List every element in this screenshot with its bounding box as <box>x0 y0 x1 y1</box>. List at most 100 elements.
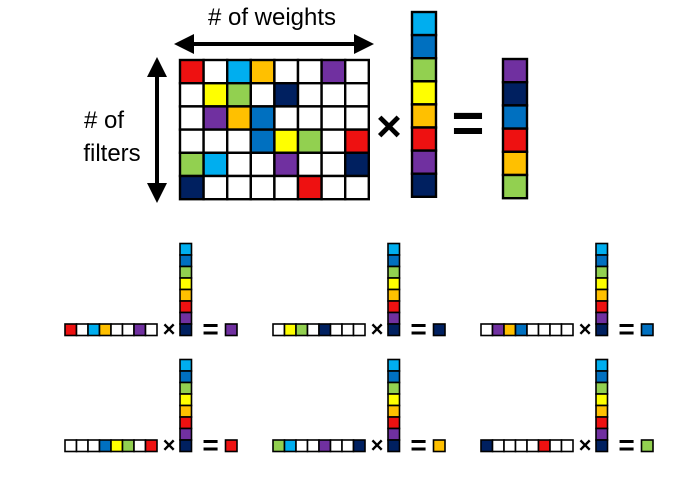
input-vector-cell <box>387 358 401 372</box>
filter-row-cell <box>503 323 517 337</box>
matrix-cell <box>178 105 205 131</box>
matrix-cell <box>273 128 300 155</box>
filter-row-cell <box>295 439 309 453</box>
filter-row-cell <box>526 439 540 453</box>
input-vector-cell <box>387 439 401 453</box>
filter-row-cell <box>352 323 366 337</box>
filter-row-cell <box>318 323 332 337</box>
matrix-cell <box>296 128 323 155</box>
input-vector-cell <box>595 300 609 314</box>
input-vector-cell <box>179 242 193 256</box>
output-vector-cell <box>501 80 529 107</box>
filter-product-panel: × = <box>480 242 654 345</box>
filter-row-cell <box>537 323 551 337</box>
matrix-cell <box>249 58 276 85</box>
input-vector-cell <box>410 149 438 175</box>
filter-row-cell <box>491 439 505 453</box>
equals-operator: = <box>452 91 485 154</box>
matrix-cell <box>296 58 323 85</box>
input-vector-cell <box>595 358 609 372</box>
filter-row-cell <box>329 323 343 337</box>
filter-row-cell <box>64 439 78 453</box>
filter-product-panel: × = <box>64 242 238 345</box>
input-vector-cell <box>179 404 193 418</box>
matrix-cell <box>202 58 229 85</box>
input-vector-cell <box>595 381 609 395</box>
filter-row-cell <box>144 323 158 337</box>
matrix-cell <box>178 128 205 155</box>
times-operator: × <box>163 433 176 458</box>
times-operator: × <box>371 433 384 458</box>
filter-row-cell <box>306 323 320 337</box>
matrix-cell <box>225 151 252 178</box>
input-vector-cell <box>387 416 401 430</box>
filter-row-cell <box>283 439 297 453</box>
input-vector-cell <box>410 126 438 152</box>
equals-operator: = <box>202 430 218 461</box>
input-vector-cell <box>179 393 193 407</box>
matrix-cell <box>225 174 252 201</box>
filter-row-cell <box>110 439 124 453</box>
filter-product-panel: × = <box>272 358 446 461</box>
filters-label-line2: filters <box>83 140 140 167</box>
input-vector-cell <box>387 265 401 279</box>
input-vector-cell <box>595 370 609 384</box>
input-vector-cell <box>595 254 609 268</box>
output-cell <box>640 439 654 453</box>
matrix-cell <box>225 128 252 155</box>
filter-product-panel: × = <box>480 358 654 461</box>
filter-row-cell <box>98 439 112 453</box>
filter-row-cell <box>306 439 320 453</box>
matrix-cell <box>344 81 371 108</box>
per-filter-products: × = × = × =× = × = × = <box>64 242 654 461</box>
matrix-cell <box>249 105 276 131</box>
filter-row-cell <box>75 439 89 453</box>
input-vector-cell <box>595 288 609 302</box>
matrix-cell <box>249 174 276 201</box>
input-vector-cell <box>179 358 193 372</box>
filter-row-cell <box>329 439 343 453</box>
matrix-cell <box>296 81 323 108</box>
input-vector-cell <box>387 370 401 384</box>
input-vector-cell <box>387 311 401 325</box>
output-vector-cell <box>501 57 529 84</box>
equals-operator: = <box>410 314 426 345</box>
matrix-cell <box>273 151 300 178</box>
filter-row-cell <box>514 439 528 453</box>
output-vector-cell <box>501 127 529 154</box>
input-vector-cell <box>387 404 401 418</box>
input-vector-cell <box>595 277 609 291</box>
weight-matrix <box>178 58 371 201</box>
input-vector-cell <box>179 300 193 314</box>
input-vector-cell <box>387 277 401 291</box>
output-cell <box>224 439 238 453</box>
input-vector-cell <box>595 393 609 407</box>
output-cell <box>432 323 446 337</box>
input-vector-cell <box>595 427 609 441</box>
input-vector-cell <box>387 288 401 302</box>
matrix-cell <box>320 58 347 85</box>
times-operator: × <box>579 433 592 458</box>
output-cell <box>640 323 654 337</box>
filter-row-cell <box>295 323 309 337</box>
input-vector-cell <box>179 265 193 279</box>
matrix-cell <box>225 81 252 108</box>
input-vector-cell <box>595 404 609 418</box>
input-vector <box>410 10 438 198</box>
filter-row-cell <box>514 323 528 337</box>
output-vector-cell <box>501 173 529 200</box>
output-vector-cell <box>501 104 529 130</box>
equals-operator: = <box>202 314 218 345</box>
filter-row-cell <box>549 439 563 453</box>
filter-row-cell <box>341 323 355 337</box>
filter-row-cell <box>480 323 494 337</box>
equals-operator: = <box>618 430 634 461</box>
filter-row-cell <box>272 323 286 337</box>
input-vector-cell <box>179 439 193 453</box>
matrix-cell <box>225 58 252 85</box>
input-vector-cell <box>387 427 401 441</box>
matrix-cell <box>202 128 229 155</box>
filter-row-cell <box>560 439 574 453</box>
times-operator: × <box>579 317 592 342</box>
filter-row-cell <box>98 323 112 337</box>
